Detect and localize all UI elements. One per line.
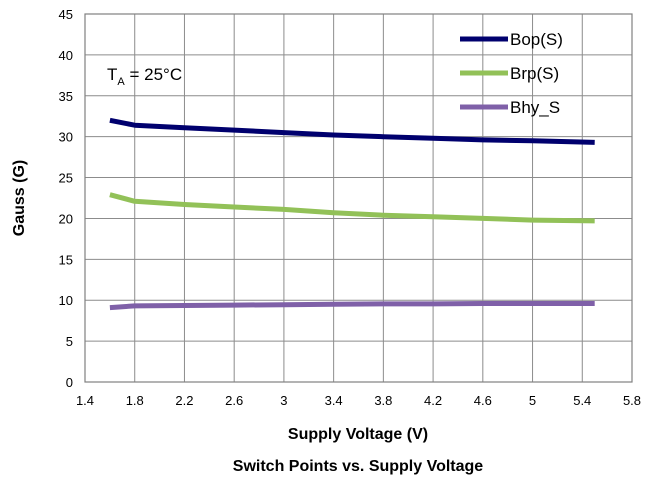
y-tick-label: 5	[66, 334, 73, 349]
x-tick-label: 1.8	[126, 393, 144, 408]
annotation-base: T	[107, 65, 117, 84]
y-tick-label: 45	[59, 7, 73, 22]
series-line-bhy-s	[109, 301, 595, 311]
y-tick-label: 30	[59, 130, 73, 145]
y-tick-labels: 0 5 10 15 20 25 30 35 40 45	[59, 7, 73, 390]
plot-frame	[84, 13, 633, 383]
x-tick-label: 1.4	[76, 393, 94, 408]
temperature-annotation: TA = 25°C	[107, 65, 182, 88]
y-axis-title: Gauss (G)	[11, 160, 28, 236]
y-tick-label: 0	[66, 375, 73, 390]
legend-label-brp: Brp(S)	[510, 64, 559, 83]
x-tick-label: 5	[529, 393, 536, 408]
x-axis-title: Supply Voltage (V)	[288, 426, 428, 443]
x-tick-labels: 1.4 1.8 2.2 2.6 3 3.4 3.8 4.2 4.6 5 5.4 5.8	[76, 393, 641, 408]
legend: Bop(S) Brp(S) Bhy_S	[460, 30, 563, 117]
x-tick-label: 5.8	[623, 393, 641, 408]
x-tick-label: 5.4	[573, 393, 591, 408]
legend-label-bhy: Bhy_S	[510, 98, 560, 117]
series-lines	[109, 117, 595, 311]
x-tick-label: 3.8	[374, 393, 392, 408]
series-line-bop-s	[109, 117, 595, 145]
y-tick-label: 40	[59, 48, 73, 63]
x-tick-label: 4.6	[474, 393, 492, 408]
y-tick-label: 35	[59, 89, 73, 104]
x-tick-label: 2.2	[175, 393, 193, 408]
legend-label-bop: Bop(S)	[510, 30, 563, 49]
chart-title: Switch Points vs. Supply Voltage	[233, 458, 484, 475]
x-tick-label: 3.4	[325, 393, 343, 408]
y-tick-label: 25	[59, 171, 73, 186]
y-tick-label: 20	[59, 211, 73, 226]
annotation-rest: = 25°C	[125, 65, 182, 84]
annotation-subscript: A	[117, 76, 125, 88]
y-tick-label: 10	[59, 293, 73, 308]
series-line-brp-s	[109, 192, 595, 224]
x-tick-label: 4.2	[424, 393, 442, 408]
x-tick-label: 3	[280, 393, 287, 408]
x-tick-label: 2.6	[225, 393, 243, 408]
y-tick-label: 15	[59, 252, 73, 267]
